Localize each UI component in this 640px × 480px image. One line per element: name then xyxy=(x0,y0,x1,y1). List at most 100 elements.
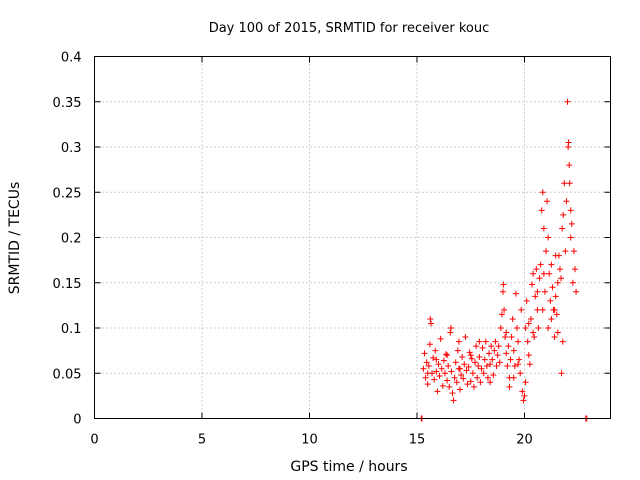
data-point xyxy=(500,288,506,295)
x-tick-label: 20 xyxy=(516,433,533,448)
data-point xyxy=(421,350,428,357)
chart-title: Day 100 of 2015, SRMTID for receiver kou… xyxy=(209,21,490,36)
data-point xyxy=(560,211,567,218)
y-tick-label: 0.4 xyxy=(61,51,82,66)
data-point xyxy=(507,356,514,363)
y-tick-label: 0.35 xyxy=(53,96,82,111)
data-point xyxy=(533,266,540,273)
data-point xyxy=(511,363,518,370)
data-point xyxy=(443,351,450,358)
data-point xyxy=(467,378,474,385)
data-point xyxy=(573,288,580,295)
data-point xyxy=(438,365,445,372)
data-point xyxy=(540,270,547,277)
data-point xyxy=(455,338,462,345)
data-point xyxy=(546,270,553,277)
data-point xyxy=(512,290,519,297)
data-point xyxy=(525,320,532,327)
data-point xyxy=(510,347,517,354)
data-point xyxy=(556,266,563,273)
data-point xyxy=(558,370,565,377)
data-point xyxy=(441,370,448,377)
data-point xyxy=(500,281,507,288)
data-point xyxy=(564,98,571,105)
data-point xyxy=(548,315,555,322)
data-point xyxy=(505,343,512,350)
data-point xyxy=(539,306,546,313)
data-point xyxy=(486,350,493,357)
data-point xyxy=(448,368,455,375)
data-point xyxy=(565,139,572,146)
grid-lines xyxy=(94,56,611,419)
data-point xyxy=(489,356,496,363)
data-point xyxy=(469,370,476,377)
data-point xyxy=(424,381,431,388)
data-point xyxy=(460,375,467,382)
data-point xyxy=(484,374,491,381)
data-point xyxy=(476,353,483,360)
data-point xyxy=(535,325,542,331)
data-point xyxy=(521,392,528,399)
data-point xyxy=(523,297,530,304)
data-point xyxy=(480,370,487,377)
y-tick-label: 0.3 xyxy=(61,141,82,156)
x-tick-label: 15 xyxy=(409,433,426,448)
y-tick-label: 0.25 xyxy=(53,186,82,201)
data-point xyxy=(539,189,546,196)
data-point xyxy=(551,334,558,341)
data-point xyxy=(529,281,536,288)
data-point xyxy=(470,383,477,390)
data-point xyxy=(498,311,505,318)
data-point xyxy=(559,225,566,232)
data-point xyxy=(559,338,566,345)
data-point xyxy=(508,334,515,341)
plot-frame xyxy=(94,56,611,419)
y-axis-label: SRMTID / TECUs xyxy=(7,182,23,295)
data-point xyxy=(549,284,556,291)
data-point xyxy=(562,248,569,255)
data-point xyxy=(517,370,524,377)
data-point xyxy=(490,372,497,379)
data-point xyxy=(515,361,522,368)
data-point xyxy=(446,383,453,390)
data-point xyxy=(515,338,522,345)
data-point xyxy=(551,306,558,313)
x-tick-label: 5 xyxy=(198,433,206,448)
data-point xyxy=(462,334,469,341)
data-point xyxy=(558,275,565,282)
data-point xyxy=(509,315,516,322)
data-point xyxy=(476,338,483,345)
data-point xyxy=(532,293,539,300)
data-point xyxy=(552,252,559,259)
data-point xyxy=(567,234,574,241)
x-tick-label: 0 xyxy=(90,433,98,448)
data-point xyxy=(433,356,440,363)
data-point xyxy=(503,329,510,336)
x-axis-label: GPS time / hours xyxy=(290,459,407,475)
data-point xyxy=(538,207,545,214)
data-point xyxy=(427,320,434,327)
data-point xyxy=(502,334,509,341)
data-point xyxy=(445,363,452,370)
data-point xyxy=(504,363,511,370)
data-point xyxy=(488,343,495,350)
data-point xyxy=(567,207,574,214)
data-point xyxy=(436,372,443,379)
data-point xyxy=(494,352,501,359)
data-point xyxy=(534,306,541,313)
data-point xyxy=(473,343,480,350)
data-point xyxy=(566,180,573,187)
data-point xyxy=(501,306,508,313)
data-point xyxy=(425,363,432,370)
data-point xyxy=(572,266,579,273)
data-point xyxy=(496,359,503,366)
x-tick-labels: 0 5 10 15 20 xyxy=(90,433,532,448)
data-point xyxy=(434,388,441,395)
data-point xyxy=(506,383,513,390)
data-point xyxy=(495,343,502,350)
data-point xyxy=(487,379,494,386)
data-point xyxy=(530,270,537,277)
data-point xyxy=(466,349,473,356)
x-tick-label: 10 xyxy=(301,433,318,448)
